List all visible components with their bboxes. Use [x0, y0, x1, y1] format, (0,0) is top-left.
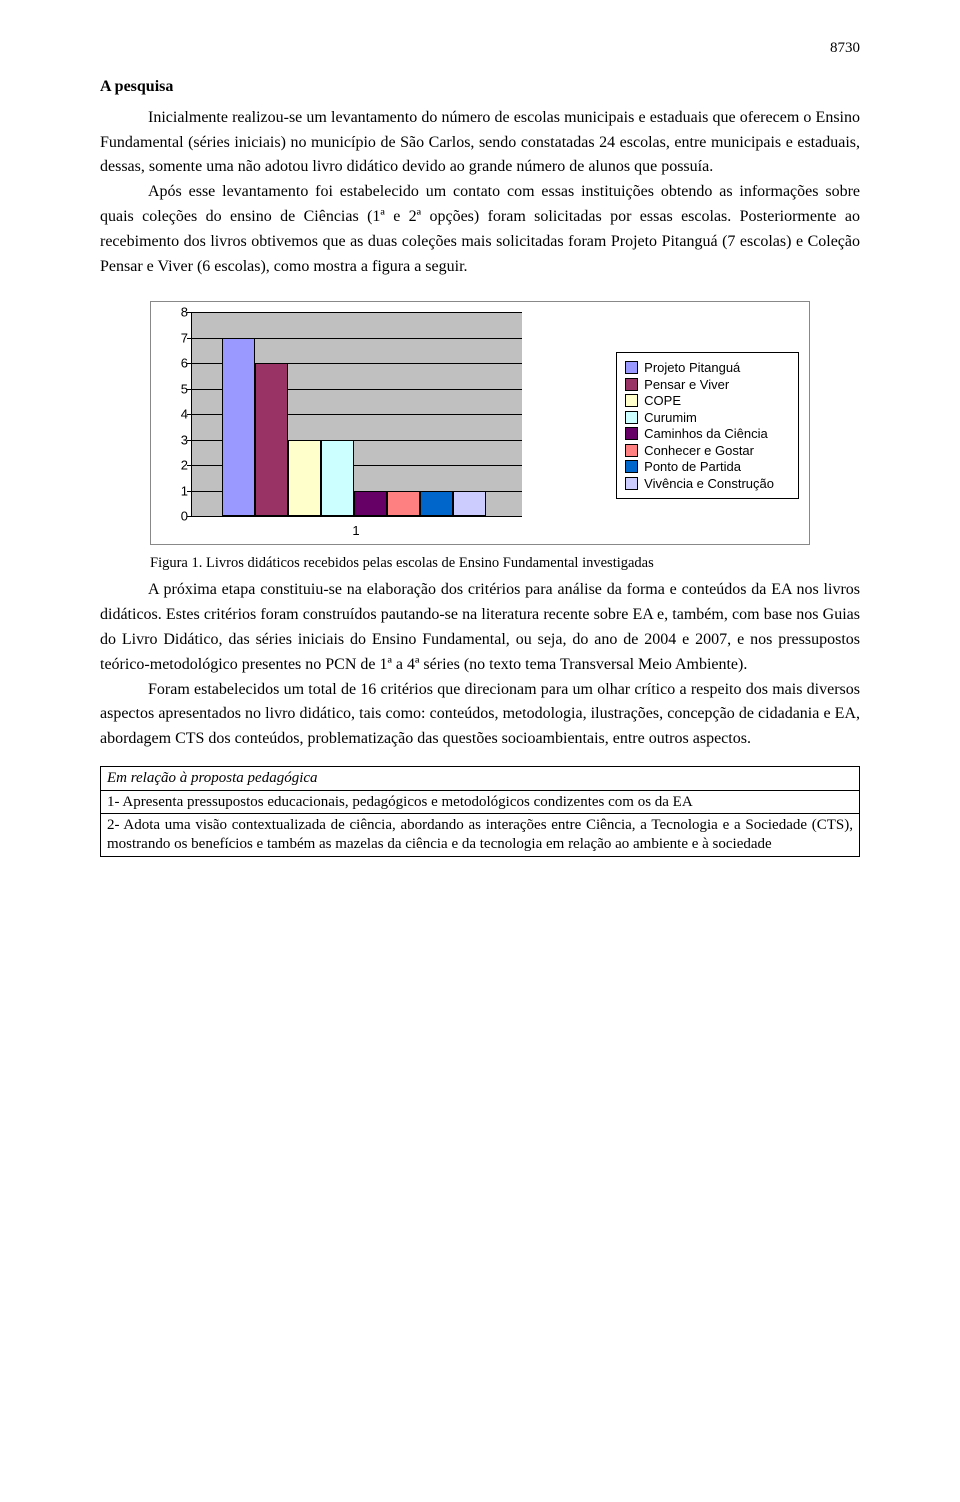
paragraph-3: A próxima etapa constituiu-se na elabora… [100, 578, 860, 677]
legend-swatch [625, 460, 638, 473]
bar-chart-plot: 012345678 [191, 312, 522, 517]
y-tick-label: 6 [168, 356, 188, 371]
paragraph-1: Inicialmente realizou-se um levantamento… [100, 106, 860, 180]
legend-label: Vivência e Construção [644, 476, 774, 491]
criteria-cell-2: 2- Adota uma visão contextualizada de ci… [101, 814, 860, 857]
legend-label: Pensar e Viver [644, 377, 729, 392]
gridline [192, 312, 522, 313]
criteria-header-row: Em relação à proposta pedagógica [101, 766, 860, 790]
paragraph-intro: A pesquisa [100, 75, 860, 100]
y-tick-label: 2 [168, 458, 188, 473]
bar [420, 491, 453, 517]
chart-frame: 012345678 1 Projeto PitanguáPensar e Viv… [150, 301, 810, 545]
legend-label: Caminhos da Ciência [644, 426, 768, 441]
legend-container: Projeto Pitanguá Pensar e ViverCOPE Curumi… [522, 312, 799, 538]
bar [255, 363, 288, 516]
paragraph-2: Após esse levantamento foi estabelecido … [100, 180, 860, 279]
section-heading: A pesquisa [100, 75, 860, 100]
legend-label: COPE [644, 393, 681, 408]
legend-row: Vivência e Construção [625, 476, 774, 491]
y-tick-label: 4 [168, 407, 188, 422]
legend-swatch [625, 444, 638, 457]
legend-swatch [625, 394, 638, 407]
legend-label: Ponto de Partida [644, 459, 741, 474]
page-container: 8730 A pesquisa Inicialmente realizou-se… [0, 0, 960, 917]
legend-swatch [625, 378, 638, 391]
criteria-header-cell: Em relação à proposta pedagógica [101, 766, 860, 790]
y-tick-label: 1 [168, 483, 188, 498]
legend-swatch [625, 361, 638, 374]
bar [288, 440, 321, 517]
legend-row: Ponto de Partida [625, 459, 774, 474]
legend-row: Projeto Pitanguá [625, 360, 774, 375]
legend-row: Pensar e Viver [625, 377, 774, 392]
bar [222, 338, 255, 517]
legend-swatch [625, 427, 638, 440]
bar [387, 491, 420, 517]
y-tick-label: 7 [168, 330, 188, 345]
criteria-row: 1- Apresenta pressupostos educacionais, … [101, 790, 860, 814]
criteria-cell-1: 1- Apresenta pressupostos educacionais, … [101, 790, 860, 814]
chart-area: 012345678 1 Projeto Pitanguá Pensar e Viv… [161, 312, 799, 538]
criteria-table: Em relação à proposta pedagógica 1- Apre… [100, 766, 860, 857]
figure-caption: Figura 1. Livros didáticos recebidos pel… [150, 555, 810, 572]
legend-box: Projeto Pitanguá Pensar e ViverCOPE Curumi… [616, 352, 799, 500]
bar [321, 440, 354, 517]
y-tick-label: 8 [168, 305, 188, 320]
criteria-row: 2- Adota uma visão contextualizada de ci… [101, 814, 860, 857]
legend-swatch [625, 411, 638, 424]
bar [354, 491, 387, 517]
legend-swatch [625, 477, 638, 490]
legend-row: Conhecer e Gostar [625, 443, 774, 458]
y-tick-label: 0 [168, 509, 188, 524]
legend-label: Projeto Pitanguá [644, 360, 740, 375]
y-tick-label: 3 [168, 432, 188, 447]
paragraph-4: Foram estabelecidos um total de 16 crité… [100, 678, 860, 752]
legend-row: COPE [625, 393, 774, 408]
x-axis-label: 1 [191, 517, 521, 538]
legend-row: Caminhos da Ciência [625, 426, 774, 441]
legend-label: Curumim [644, 410, 697, 425]
plot-column: 012345678 1 [161, 312, 522, 538]
y-tick-label: 5 [168, 381, 188, 396]
legend-row: Curumim [625, 410, 774, 425]
legend-label: Conhecer e Gostar [644, 443, 754, 458]
bar [453, 491, 486, 517]
page-number: 8730 [100, 40, 860, 57]
